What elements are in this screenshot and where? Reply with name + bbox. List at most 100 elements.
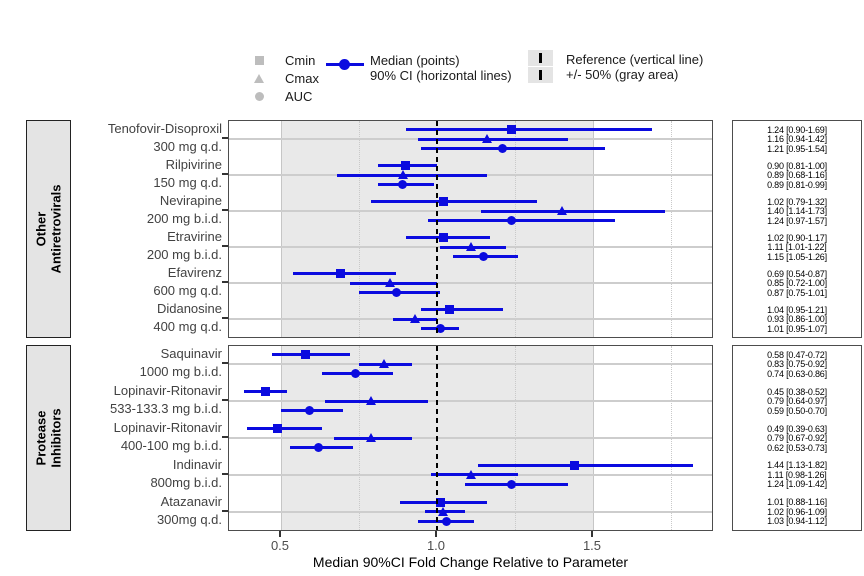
drug-name-label: Saquinavir: [160, 346, 222, 362]
reference-line: [436, 346, 438, 530]
value-text-auc: 1.24 [0.97-1.57]: [767, 215, 827, 226]
drug-name-label: Nevirapine: [159, 193, 222, 208]
group-gridline: [229, 400, 712, 403]
value-text-auc: 0.62 [0.53-0.73]: [767, 442, 827, 453]
median-marker-cmax: [410, 314, 421, 323]
median-marker-cmax: [378, 359, 389, 369]
minor-gridline: [671, 121, 672, 337]
median-marker-cmin: [507, 125, 517, 134]
median-marker-auc: [435, 324, 445, 333]
group-gridline: [229, 282, 712, 284]
y-axis-tick: [222, 472, 228, 475]
value-text-cmin: 1.24 [0.90-1.69]: [767, 124, 827, 135]
x-tick-0_5: [279, 531, 281, 537]
median-marker-cmax: [366, 396, 377, 406]
auc-circle-icon: [255, 92, 264, 101]
value-text-cmax: 1.02 [0.96-1.09]: [767, 506, 827, 517]
median-marker-auc: [398, 180, 408, 189]
plot-panel-protease-inhibitors: [228, 345, 713, 531]
legend-label-auc: AUC: [285, 89, 313, 104]
value-text-cmax: 1.40 [1.14-1.73]: [767, 206, 827, 216]
drug-name-label: Tenofovir-Disoproxil: [107, 121, 222, 136]
legend-label-cmax: Cmax: [285, 71, 319, 86]
value-text-cmin: 1.04 [0.95-1.21]: [767, 304, 827, 315]
drug-dose-label: 400 mg q.d.: [153, 319, 222, 334]
median-marker-auc: [351, 369, 361, 379]
value-text-auc: 1.21 [0.95-1.54]: [767, 143, 827, 154]
value-text-auc: 1.01 [0.95-1.07]: [767, 323, 827, 334]
drug-dose-label: 400-100 mg b.i.d.: [120, 438, 222, 453]
y-axis-tick: [222, 362, 228, 365]
band-edge-left: [281, 121, 282, 337]
ci-line-cmin: [405, 236, 491, 239]
y-axis-tick: [222, 245, 228, 247]
ci-line-cmin: [293, 272, 397, 275]
value-box-other-antiretrovirals: 1.24 [0.90-1.69] 1.16 [0.94-1.42] 1.21 [0.…: [732, 120, 862, 338]
median-marker-cmin: [401, 161, 411, 170]
legend-median-text: Median (points) 90% CI (horizontal lines…: [370, 53, 512, 83]
ci-line-cmax: [480, 209, 665, 213]
ci-line-cmax: [337, 173, 487, 177]
median-point-icon: [339, 59, 350, 70]
median-marker-cmax: [481, 134, 492, 143]
median-marker-cmin: [273, 424, 283, 433]
drug-name-label: Indinavir: [172, 456, 222, 472]
y-axis-tick: [222, 173, 228, 175]
median-marker-cmin: [569, 460, 579, 470]
value-text-auc: 1.03 [0.94-1.12]: [767, 516, 827, 527]
value-text-cmin: 1.44 [1.13-1.82]: [767, 460, 827, 471]
value-text-cmax: 1.16 [0.94-1.42]: [767, 134, 827, 144]
value-text-cmax: 0.89 [0.68-1.16]: [767, 170, 827, 180]
value-text-auc: 1.15 [1.05-1.26]: [767, 251, 827, 262]
drug-dose-label: 1000 mg b.i.d.: [139, 364, 222, 380]
median-marker-cmax: [466, 469, 477, 479]
value-text-auc: 1.24 [1.09-1.42]: [767, 479, 827, 490]
group-gridline: [229, 318, 712, 320]
median-marker-cmin: [435, 497, 445, 507]
value-text-cmin: 1.02 [0.79-1.32]: [767, 196, 827, 207]
value-text-cmax: 1.11 [0.98-1.26]: [767, 469, 827, 480]
reference-dash-icon-bottom: [539, 70, 542, 80]
x-tick-1_5: [591, 531, 593, 537]
drug-dose-label: 200 mg b.i.d.: [146, 247, 222, 262]
value-text-auc: 0.87 [0.75-1.01]: [767, 287, 827, 298]
ci-line-cmin: [477, 463, 693, 467]
ci-line-auc: [465, 482, 569, 486]
median-marker-cmax: [438, 506, 449, 516]
ci-line-cmin: [271, 353, 350, 357]
cmin-square-icon: [255, 56, 264, 65]
value-text-cmax: 0.79 [0.67-0.92]: [767, 433, 827, 443]
median-marker-cmax: [397, 170, 408, 179]
y-axis-tick: [222, 399, 228, 402]
drug-name-label: Efavirenz: [167, 265, 222, 280]
band-edge-right: [593, 121, 594, 337]
median-marker-cmin: [438, 233, 448, 242]
drug-name-label: Lopinavir-Ritonavir: [113, 420, 222, 435]
drug-dose-label: 600 mg q.d.: [153, 283, 222, 298]
plot-panel-other-antiretrovirals: [228, 120, 713, 338]
cmax-triangle-icon: [254, 74, 264, 83]
y-axis-labels: Tenofovir-Disoproxil 300 mg q.d. Rilpiviri…: [0, 0, 228, 576]
value-text-auc: 0.74 [0.63-0.86]: [767, 368, 827, 379]
legend-reference-line1: Reference (vertical line): [566, 52, 704, 67]
median-marker-auc: [391, 288, 401, 297]
median-marker-cmin: [335, 269, 345, 278]
value-text-auc: 0.89 [0.81-0.99]: [767, 179, 827, 190]
drug-dose-label: 150 mg q.d.: [153, 175, 222, 190]
group-gridline: [229, 210, 712, 212]
ci-line-cmin: [246, 427, 322, 430]
drug-dose-label: 533-133.3 mg b.i.d.: [109, 401, 222, 417]
x-tick-label-1_0: 1.0: [426, 538, 446, 553]
drug-dose-label: 800mg b.i.d.: [150, 474, 222, 490]
value-text-cmin: 0.45 [0.38-0.52]: [767, 386, 827, 397]
value-text-cmin: 1.02 [0.90-1.17]: [767, 232, 827, 243]
x-tick-1_0: [435, 531, 437, 537]
median-marker-cmax: [385, 278, 396, 287]
drug-dose-label: 200 mg b.i.d.: [146, 211, 222, 226]
median-marker-auc: [479, 252, 489, 261]
y-axis-tick: [222, 281, 228, 283]
strip-other-antiretrovirals: Other Antiretrovirals: [26, 120, 71, 338]
value-text-cmax: 0.85 [0.72-1.00]: [767, 278, 827, 288]
legend-median-line2: 90% CI (horizontal lines): [370, 68, 512, 83]
ci-line-cmin: [405, 128, 653, 131]
